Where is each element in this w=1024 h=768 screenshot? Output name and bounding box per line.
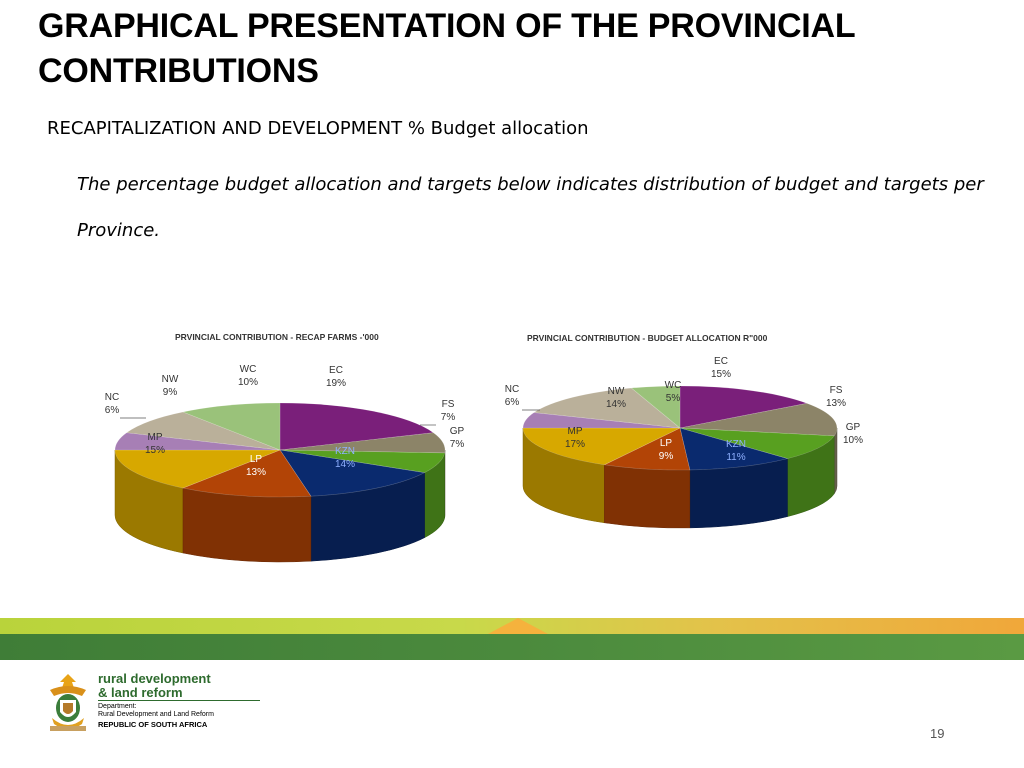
pie-slice-wc (630, 385, 681, 429)
pie-slice-kzn (279, 449, 426, 497)
slice-label-kzn: KZN (726, 439, 746, 450)
slice-value-nw: 9% (163, 387, 178, 398)
slice-value-fs: 7% (441, 412, 456, 423)
pie-slice-mp (522, 427, 681, 466)
slice-label-gp: GP (450, 426, 465, 437)
chart-title: PRVINCIAL CONTRIBUTION - RECAP FARMS -'0… (175, 332, 379, 342)
coat-of-arms-icon (50, 674, 86, 731)
pie-labels: EC 15% FS 13% GP 10% KZN 11% LP 9% MP 17% NC 6% NW 14% W… (505, 356, 863, 463)
pie-slice-kzn (679, 427, 789, 471)
pie-side-lp (604, 464, 691, 529)
pie-labels: EC 19% FS 7% GP 7% KZN 14% LP 13% MP 15% NC 6% NW 9% WC 1… (105, 364, 465, 478)
pie-slice-nw (125, 411, 281, 451)
pie-sides (114, 449, 446, 563)
pie-slices (114, 402, 446, 498)
slice-value-fs: 13% (826, 398, 846, 409)
footer-band-green (0, 634, 1024, 660)
pie-chart-1: PRVINCIAL CONTRIBUTION - RECAP FARMS -'0… (105, 332, 465, 563)
pie-chart-2: PRVINCIAL CONTRIBUTION - BUDGET ALLOCATI… (505, 333, 863, 529)
slice-label-ec: EC (714, 356, 728, 367)
pie-side-mp (114, 449, 184, 554)
slice-label-gp: GP (846, 422, 861, 433)
slice-value-mp: 15% (145, 445, 165, 456)
slide-title: GRAPHICAL PRESENTATION OF THE PROVINCIAL… (38, 7, 855, 90)
pie-slice-gp (279, 449, 446, 473)
pie-slice-nc (114, 432, 281, 451)
slice-label-fs: FS (830, 385, 843, 396)
slice-value-gp: 10% (843, 435, 863, 446)
slide-subtitle: RECAPITALIZATION AND DEVELOPMENT % Budge… (47, 118, 589, 139)
slice-value-ec: 15% (711, 369, 731, 380)
slice-label-lp: LP (250, 454, 263, 465)
slice-label-mp: MP (148, 432, 163, 443)
slice-value-nc: 6% (105, 405, 120, 416)
slice-label-wc: WC (240, 364, 257, 375)
pie-slice-fs (679, 403, 838, 437)
slice-label-wc: WC (665, 380, 682, 391)
slice-label-fs: FS (442, 399, 455, 410)
slice-label-kzn: KZN (335, 446, 355, 457)
slice-label-nw: NW (162, 374, 179, 385)
page-number: 19 (930, 726, 945, 741)
pie-slices (522, 385, 838, 471)
pie-slice-nc (522, 412, 681, 429)
pie-sides (522, 427, 838, 529)
slice-value-nw: 14% (606, 399, 626, 410)
slice-label-ec: EC (329, 365, 343, 376)
pie-side-lp (182, 487, 312, 563)
pie-slice-gp (679, 427, 835, 459)
slice-value-gp: 7% (450, 439, 465, 450)
slice-value-lp: 9% (659, 451, 674, 462)
slice-label-nc: NC (105, 392, 119, 403)
department-name: rural development & land reform (98, 671, 211, 700)
pie-slice-fs (279, 432, 446, 454)
pie-slice-lp (603, 427, 691, 471)
slice-label-nw: NW (608, 386, 625, 397)
slice-label-lp: LP (660, 438, 673, 449)
slice-value-wc: 5% (666, 393, 681, 404)
slice-label-mp: MP (568, 426, 583, 437)
pie-slice-lp (181, 449, 312, 498)
pie-charts: PRVINCIAL CONTRIBUTION - RECAP FARMS -'0… (105, 332, 863, 563)
pie-slice-mp (114, 449, 281, 489)
slice-value-wc: 10% (238, 377, 258, 388)
slice-value-kzn: 11% (726, 452, 745, 463)
footer-band-chevron (488, 618, 548, 634)
pie-slice-wc (181, 402, 281, 451)
slice-value-kzn: 14% (335, 459, 355, 470)
slice-value-nc: 6% (505, 397, 520, 408)
pie-slice-ec (279, 402, 435, 451)
pie-side-fs (833, 427, 838, 495)
slice-label-nc: NC (505, 384, 519, 395)
chart-title: PRVINCIAL CONTRIBUTION - BUDGET ALLOCATI… (527, 333, 768, 343)
department-logo: rural development & land reform Departme… (46, 670, 346, 740)
department-divider (98, 700, 260, 701)
slide-description: The percentage budget allocation and tar… (77, 174, 984, 241)
slice-value-mp: 17% (565, 439, 585, 450)
country-name: REPUBLIC OF SOUTH AFRICA (98, 720, 208, 729)
slice-value-lp: 13% (246, 467, 266, 478)
pie-slice-ec (679, 385, 809, 429)
slice-value-ec: 19% (326, 378, 346, 389)
department-fullname: Department: Rural Development and Land R… (98, 703, 214, 718)
